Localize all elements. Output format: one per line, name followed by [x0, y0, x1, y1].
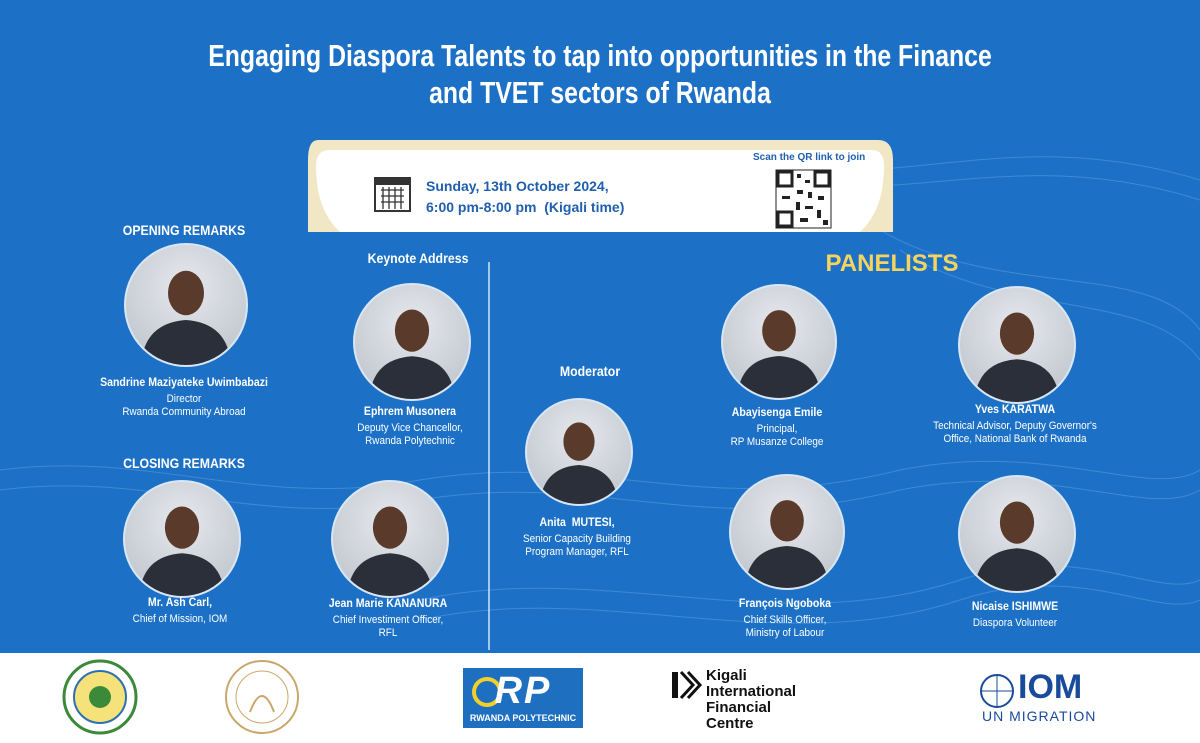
kifc-line: Financial [706, 699, 772, 716]
speaker-name: Nicaise ISHIMWE [971, 599, 1059, 613]
speaker-role: Office, National Bank of Rwanda [943, 433, 1087, 445]
speaker-role: Rwanda Polytechnic [365, 435, 455, 447]
speaker-photo [958, 475, 1076, 593]
silhouette [540, 422, 618, 504]
section-heading: Moderator [559, 363, 621, 379]
speaker-name: Sandrine Maziyateke Uwimbabazi [100, 375, 268, 389]
calendar-icon [374, 177, 411, 212]
speaker-role: Principal, [756, 423, 798, 435]
iom-globe [980, 674, 1014, 708]
qr-code [775, 169, 832, 229]
speaker-name: François Ngoboka [738, 596, 832, 610]
speaker-photo [331, 480, 449, 598]
speaker-role: Technical Advisor, Deputy Governor's [933, 420, 1097, 432]
speaker-role: RFL [378, 627, 398, 639]
footer [0, 653, 1200, 743]
event-date: Sunday, 13th October 2024, [426, 178, 609, 194]
rp-gear [472, 677, 502, 707]
speaker-photo [721, 284, 837, 400]
speaker-role: Ministry of Labour [745, 627, 825, 639]
speaker-role: Deputy Vice Chancellor, [357, 422, 463, 434]
nir-seal [225, 660, 299, 734]
rp-mark: RP [494, 670, 552, 712]
kifc-line: International [706, 683, 797, 700]
kifc-name: Kigali International Financial Centre [706, 668, 796, 732]
speaker-photo [123, 480, 241, 598]
silhouette [974, 312, 1060, 402]
silhouette [974, 501, 1060, 591]
speaker-role: Rwanda Community Abroad [122, 406, 246, 418]
panelists-heading: PANELISTS [825, 250, 959, 277]
speaker-photo [525, 398, 633, 506]
iom-sub: UN MIGRATION [982, 708, 1097, 724]
speaker-role: Director [166, 393, 202, 405]
speaker-role: Chief of Mission, IOM [132, 613, 228, 625]
qr-note: Scan the QR link to join [753, 152, 866, 163]
speaker-name: Jean Marie KANANURA [328, 596, 448, 610]
silhouette [369, 309, 455, 399]
speaker-name: Mr. Ash Carl, [147, 595, 213, 609]
speaker-name: Yves KARATWA [974, 402, 1056, 416]
silhouette [737, 310, 821, 398]
silhouette [139, 506, 225, 596]
speaker-name: Abayisenga Emile [731, 405, 823, 419]
speaker-photo [729, 474, 845, 590]
speaker-role: RP Musanze College [730, 436, 824, 448]
speaker-name: Ephrem Musonera [363, 404, 457, 418]
section-heading: Keynote Address [367, 250, 469, 266]
section-heading: OPENING REMARKS [122, 222, 246, 238]
speaker-role: Diaspora Volunteer [972, 617, 1058, 629]
speaker-photo [958, 286, 1076, 404]
speaker-role: Program Manager, RFL [525, 546, 629, 558]
rwanda-seal [62, 659, 138, 735]
title-line: and TVET sectors of Rwanda [429, 75, 771, 110]
speaker-name: Anita MUTESI, [539, 515, 615, 529]
iom-name: IOM [1018, 668, 1083, 706]
speaker-role: Chief Skills Officer, [743, 614, 827, 626]
event-time: 6:00 pm-8:00 pm (Kigali time) [426, 199, 625, 215]
kifc-line: Centre [706, 715, 754, 732]
kifc-mark [672, 670, 703, 700]
banner [316, 150, 884, 232]
silhouette [745, 500, 829, 588]
silhouette [347, 506, 433, 596]
speaker-photo [124, 243, 248, 367]
kifc-line: Kigali [706, 667, 747, 684]
speaker-photo [353, 283, 471, 401]
section-heading: CLOSING REMARKS [123, 455, 245, 471]
silhouette [141, 270, 231, 365]
rp-name: RWANDA POLYTECHNIC [469, 713, 577, 723]
speaker-role: Senior Capacity Building [523, 533, 631, 545]
speaker-role: Chief Investiment Officer, [332, 614, 444, 626]
title-line: Engaging Diaspora Talents to tap into op… [208, 38, 992, 73]
